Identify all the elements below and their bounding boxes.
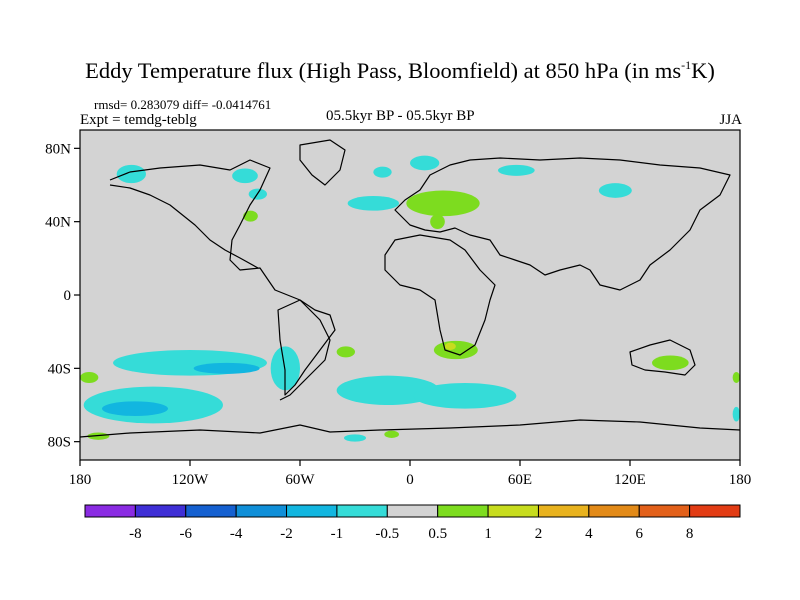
longitude-axis: 180 120W 60W 0 60E 120E 180 [69,460,752,488]
colorbar-label: 6 [635,526,643,542]
colorbar-label: 4 [585,526,593,542]
colorbar: -8 -6 -4 -2 -1 -0.5 0.5 1 2 4 6 8 [84,504,741,542]
coastlines [80,139,740,438]
colorbar-label: -0.5 [375,526,399,542]
colorbar-swatch [386,504,439,518]
colorbar-swatch [134,504,187,518]
colorbar-swatch [336,504,388,518]
lat-tick-label: 40N [45,215,71,231]
flux-contours [80,155,740,442]
stats-label: rmsd= 0.283079 diff= -0.0414761 [94,97,272,112]
lon-tick-label: 120E [614,472,646,488]
contour-far-east-south-2 [732,406,740,422]
eurasia-coast [394,157,731,291]
colorbar-label: -6 [180,526,193,542]
contour-far-east-south [732,372,740,383]
north-america-coast [109,159,331,401]
australia-coast [629,339,696,376]
season-label: JJA [719,112,742,128]
colorbar-label: 1 [484,526,492,542]
colorbar-swatch [235,504,288,518]
lat-tick-label: 0 [64,288,72,304]
colorbar-swatch [84,504,136,518]
antarctica-coast [80,419,740,438]
contour-north-atlantic [373,166,392,178]
map-panel [79,129,741,461]
contour-scotia [336,375,440,406]
lat-tick-label: 40S [48,361,71,377]
colorbar-label: -4 [230,526,243,542]
greenland-coast [299,139,346,186]
contour-mediterranean [430,214,445,230]
lon-tick-label: 180 [69,472,92,488]
contour-antarctic-coast [344,434,366,442]
contour-south-africa-core [444,342,456,351]
colorbar-label: 2 [535,526,543,542]
colorbar-label: 0.5 [428,526,447,542]
contour-indian-ocean [413,383,517,409]
experiment-label: Expt = temdg-teblg [80,112,197,128]
colorbar-swatch [588,504,640,518]
south-america-coast [277,299,336,396]
lat-tick-label: 80N [45,141,71,157]
colorbar-swatch [638,504,691,518]
contour-dateline-east [80,372,99,383]
colorbar-label: -1 [331,526,344,542]
contour-arctic-canada [116,164,146,184]
lon-tick-label: 0 [406,472,414,488]
africa-coast [384,234,496,356]
lat-tick-label: 80S [48,435,71,451]
colorbar-swatch [185,504,237,518]
contour-southern-ocean-core [102,401,168,416]
colorbar-swatch [487,504,539,518]
lon-tick-label: 180 [729,472,752,488]
period-label: 05.5kyr BP - 05.5kyr BP [326,108,475,124]
contour-south-africa [433,340,478,360]
colorbar-label: -8 [129,526,142,542]
contour-mongolia [598,183,632,198]
colorbar-swatch [437,504,489,518]
lon-tick-label: 60W [285,472,315,488]
contour-barents [410,155,440,171]
contour-great-lakes [243,210,258,222]
contour-atlantic-west [347,196,400,211]
contour-baffin [232,168,258,184]
contour-south-pacific-core [193,362,260,374]
lon-tick-label: 120W [172,472,210,488]
latitude-axis: 80N 40N 0 40S 80S [45,141,80,451]
map-title: Eddy Temperature flux (High Pass, Bloomf… [85,58,715,83]
colorbar-label: -2 [280,526,293,542]
lon-tick-label: 60E [508,472,532,488]
contour-south-atlantic-green [336,346,356,358]
contour-europe [406,190,480,217]
colorbar-swatch [286,504,338,518]
contour-kara [497,164,535,176]
colorbar-swatch [537,504,590,518]
contour-weddell-green [384,430,399,439]
colorbar-swatch [689,504,741,518]
contour-australia [652,355,689,371]
colorbar-label: 8 [686,526,694,542]
contour-ross-green [87,432,110,440]
contour-argentina [270,346,301,391]
